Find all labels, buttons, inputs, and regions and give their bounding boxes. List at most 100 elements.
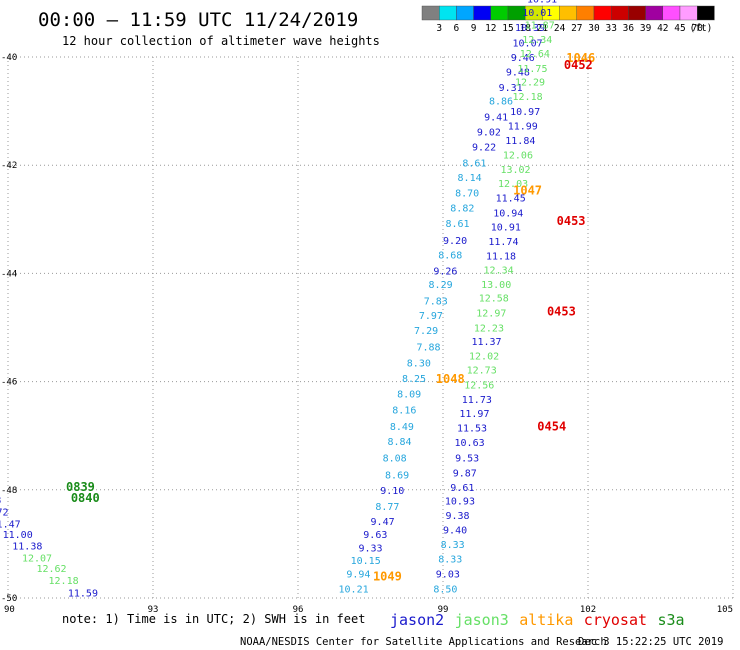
- wave-height-value: 9.47: [371, 517, 395, 528]
- wave-height-value: 8.61: [462, 158, 486, 169]
- wave-height-value: 12.02: [469, 352, 499, 363]
- colorbar-legend: 3 6 9 12 15 18 21 24 27 30 33 36 39 42 45 70(ft): [421, 5, 715, 34]
- wave-height-value: 7.97: [419, 311, 443, 322]
- wave-height-value: 8.49: [390, 422, 414, 433]
- colorbar-swatch: [593, 5, 612, 21]
- wave-height-value: 8.33: [441, 540, 465, 551]
- wave-height-value: 11.74: [488, 237, 518, 248]
- y-tick-label: -50: [1, 594, 17, 604]
- colorbar-tick-label: 30: [588, 23, 600, 34]
- wave-height-value: 8.33: [438, 555, 462, 566]
- colorbar-swatch: [559, 5, 577, 21]
- wave-height-value: 11.73: [462, 395, 492, 406]
- wave-height-value: 11.00: [3, 530, 33, 541]
- colorbar-swatch: [679, 5, 698, 21]
- wave-height-value: 8.29: [429, 280, 453, 291]
- wave-height-value: 11.97: [459, 409, 489, 420]
- wave-height-value: 11.87: [525, 21, 555, 32]
- wave-height-value: 13.00: [481, 280, 511, 291]
- y-tick-label: -40: [1, 53, 17, 63]
- pass-time-label: 0453: [557, 214, 586, 228]
- chart-subtitle: 12 hour collection of altimeter wave hei…: [62, 34, 380, 48]
- x-tick-labels: 90 93 96 99 102 105: [4, 605, 733, 615]
- wave-height-value: 9.40: [443, 525, 467, 536]
- wave-height-value: 12.06: [503, 150, 533, 161]
- wave-height-value: 10.63: [455, 438, 485, 449]
- colorbar-tick-label: 45: [674, 23, 685, 34]
- colorbar-swatch: [473, 5, 492, 21]
- colorbar-tick-label: 9: [471, 23, 477, 34]
- x-tick-label: 105: [717, 605, 733, 615]
- wave-height-value: 12.62: [36, 564, 66, 575]
- wave-height-value: 9.61: [450, 483, 474, 494]
- wave-height-value: 10.91: [491, 222, 521, 233]
- wave-height-value: 8.61: [445, 219, 469, 230]
- wave-height-value: 12.07: [22, 553, 52, 564]
- wave-height-value: 11.47: [0, 519, 21, 530]
- wave-height-value: 7.88: [416, 342, 440, 353]
- wave-height-value: 9.02: [477, 128, 501, 139]
- x-tick-label: 96: [293, 605, 304, 615]
- colorbar-swatch: [697, 5, 715, 21]
- wave-height-value: 9.87: [453, 468, 477, 479]
- wave-height-value: 9.63: [363, 530, 387, 541]
- pass-time-label: 0454: [537, 420, 566, 434]
- wave-height-value: 12.97: [476, 308, 506, 319]
- x-tick-label: 102: [580, 605, 596, 615]
- colorbar-tick-label: 27: [571, 23, 582, 34]
- colorbar-tick-label: 70: [691, 23, 703, 34]
- colorbar-unit-label: (ft): [690, 23, 713, 34]
- wave-height-value: 12.56: [464, 380, 494, 391]
- wave-height-value: 13.02: [500, 165, 530, 176]
- wave-height-value: 8.09: [397, 390, 421, 401]
- y-tick-label: -46: [1, 378, 17, 388]
- wave-height-value: 7.83: [424, 296, 448, 307]
- footnote: note: 1) Time is in UTC; 2) SWH is in fe…: [62, 612, 365, 626]
- chart-title: 00:00 – 11:59 UTC 11/24/2019: [38, 9, 358, 31]
- wave-height-value: 7.29: [414, 326, 438, 337]
- colorbar-swatch: [421, 5, 440, 21]
- colorbar-swatch: [456, 5, 474, 21]
- wave-height-value: 11.38: [12, 542, 42, 553]
- colorbar-tick-label: 18: [519, 23, 531, 34]
- wave-height-value: 11.84: [505, 136, 535, 147]
- legend-item-cryosat: cryosat: [584, 611, 647, 629]
- y-tick-label: -48: [1, 486, 17, 496]
- wave-height-value: 9.31: [499, 83, 523, 94]
- legend-item-altika: altika: [519, 611, 573, 629]
- wave-height-value: 11.53: [457, 424, 487, 435]
- wave-height-value: 9.48: [506, 68, 530, 79]
- wave-height-value: 8.86: [489, 96, 513, 107]
- legend-item-jason2: jason2: [390, 611, 444, 629]
- wave-height-value: 8.25: [402, 374, 426, 385]
- y-tick-labels: -40 -42 -44 -46 -48 -50: [1, 53, 17, 604]
- wave-height-value: 12.58: [479, 294, 509, 305]
- y-tick-label: -42: [1, 161, 17, 171]
- pass-time-label: 0840: [71, 491, 100, 505]
- y-tick-label: -44: [1, 269, 17, 279]
- wave-height-value: 11.45: [496, 194, 526, 205]
- wave-height-value: 8.69: [385, 471, 409, 482]
- wave-height-value: 12.64: [520, 49, 550, 60]
- x-tick-label: 99: [438, 605, 449, 615]
- wave-height-value: 10.93: [445, 497, 475, 508]
- colorbar-tick-label: 42: [657, 23, 668, 34]
- wave-height-value: 10.91: [527, 0, 557, 6]
- wave-height-value: 9.26: [433, 267, 457, 278]
- wave-height-value: 9.03: [436, 570, 460, 581]
- wave-height-value: 10.07: [513, 38, 543, 49]
- wave-height-value: 10.39: [515, 23, 545, 34]
- legend-item-jason3: jason3: [455, 611, 509, 629]
- wave-height-value: 8.77: [375, 502, 399, 513]
- wave-height-value: 10.72: [0, 507, 9, 518]
- wave-height-value: 10.94: [493, 208, 523, 219]
- wave-height-value: 11.75: [517, 64, 547, 75]
- colorbar-tick-label: 12: [485, 23, 496, 34]
- pass-time-label: 0452: [564, 58, 593, 72]
- chart-grid: [7, 56, 734, 599]
- wave-height-value: 9.33: [358, 544, 382, 555]
- wave-height-value: 8.84: [387, 437, 411, 448]
- colorbar-swatch: [662, 5, 681, 21]
- wave-height-value: 11.59: [68, 589, 98, 600]
- colorbar-swatch: [645, 5, 663, 21]
